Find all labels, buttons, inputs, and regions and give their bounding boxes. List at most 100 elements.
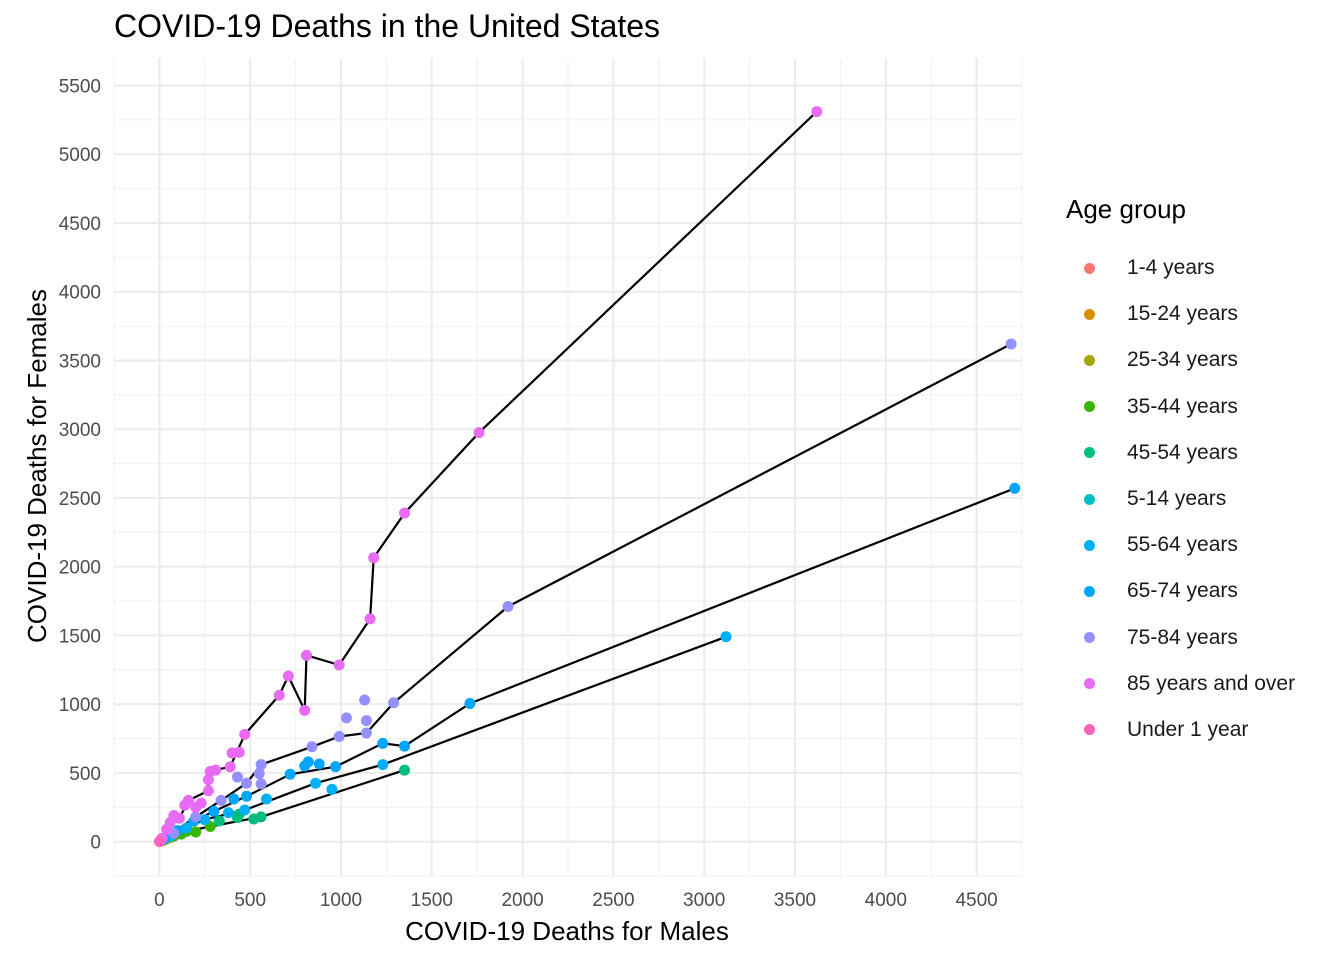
data-point xyxy=(239,728,251,740)
data-point xyxy=(253,768,265,780)
data-point xyxy=(228,793,240,805)
legend-items: 1-4 years 15-24 years 25-34 years 35-44 yea… xyxy=(1066,245,1295,753)
legend-dot-icon xyxy=(1084,632,1095,644)
y-tick-label: 3000 xyxy=(59,420,101,441)
data-point xyxy=(181,822,193,834)
x-tick-label: 0 xyxy=(154,890,165,911)
x-tick-label: 3500 xyxy=(774,890,816,911)
data-point xyxy=(399,764,411,776)
data-point xyxy=(502,601,514,613)
data-point xyxy=(179,799,191,811)
data-point xyxy=(310,777,322,789)
data-point xyxy=(222,807,234,819)
legend-item: 85 years and over xyxy=(1066,661,1295,707)
y-tick-label: 1500 xyxy=(59,626,101,647)
data-point xyxy=(154,835,166,847)
legend-label: 85 years and over xyxy=(1127,671,1296,695)
data-point xyxy=(213,815,225,827)
data-point xyxy=(284,768,296,780)
data-point xyxy=(202,774,214,786)
data-point xyxy=(273,689,285,701)
legend-label: 55-64 years xyxy=(1127,533,1238,557)
data-point xyxy=(326,783,338,795)
data-point xyxy=(202,785,214,797)
data-point xyxy=(239,804,251,816)
legend-item: Under 1 year xyxy=(1066,707,1295,753)
data-point xyxy=(333,659,345,671)
data-points xyxy=(154,106,1021,847)
data-point xyxy=(241,790,253,802)
data-point xyxy=(190,826,202,838)
y-tick-label: 5500 xyxy=(59,76,101,97)
legend-item: 25-34 years xyxy=(1066,337,1295,383)
legend-label: 25-34 years xyxy=(1127,348,1238,372)
data-point xyxy=(473,427,485,439)
x-tick-label: 1500 xyxy=(411,890,453,911)
legend: Age group 1-4 years 15-24 years 25-34 year… xyxy=(1066,194,1295,753)
trend-line xyxy=(158,343,1012,843)
data-point xyxy=(313,758,325,770)
x-tick-label: 4000 xyxy=(865,890,907,911)
data-point xyxy=(261,793,273,805)
legend-dot-icon xyxy=(1084,678,1095,690)
y-tick-label: 2000 xyxy=(59,558,101,579)
data-point xyxy=(464,697,476,709)
data-point xyxy=(399,740,411,752)
data-point xyxy=(360,715,372,727)
data-point xyxy=(190,801,202,813)
y-tick-label: 3500 xyxy=(59,351,101,372)
grid-lines xyxy=(113,58,1023,877)
axis-ticks: 0 500 1000 1500 2000 2500 3000 3500 4000 4500 0 500… xyxy=(59,76,998,911)
legend-dot-icon xyxy=(1084,401,1095,413)
y-tick-label: 5000 xyxy=(59,145,101,166)
data-point xyxy=(299,760,311,772)
legend-dot-icon xyxy=(1084,493,1095,505)
legend-label: Under 1 year xyxy=(1127,717,1249,741)
data-point xyxy=(241,777,253,789)
legend-item: 5-14 years xyxy=(1066,476,1295,522)
data-point xyxy=(330,761,342,773)
y-tick-label: 0 xyxy=(90,833,101,854)
legend-item: 1-4 years xyxy=(1066,245,1295,291)
legend-item: 55-64 years xyxy=(1066,522,1295,568)
legend-dot-icon xyxy=(1084,447,1095,459)
data-point xyxy=(1009,482,1021,494)
legend-dot-icon xyxy=(1084,354,1095,366)
legend-item: 15-24 years xyxy=(1066,291,1295,337)
data-point xyxy=(224,761,236,773)
data-point xyxy=(333,730,345,742)
legend-dot-icon xyxy=(1084,539,1095,551)
x-tick-label: 3000 xyxy=(683,890,725,911)
data-point xyxy=(368,552,380,564)
data-point xyxy=(255,759,267,771)
legend-label: 1-4 years xyxy=(1127,256,1215,280)
data-point xyxy=(364,613,376,625)
data-point xyxy=(359,694,371,706)
data-point xyxy=(720,631,732,643)
data-point xyxy=(340,712,352,724)
legend-label: 5-14 years xyxy=(1127,487,1227,511)
legend-label: 65-74 years xyxy=(1127,579,1238,603)
chart-title: COVID-19 Deaths in the United States xyxy=(114,8,661,44)
trend-line xyxy=(158,110,818,843)
data-point xyxy=(300,649,312,661)
legend-title: Age group xyxy=(1066,194,1186,224)
data-point xyxy=(226,747,238,759)
data-point xyxy=(1005,338,1017,350)
data-point xyxy=(204,766,216,778)
data-point xyxy=(215,794,227,806)
legend-dot-icon xyxy=(1084,724,1095,736)
data-point xyxy=(199,814,211,826)
data-point xyxy=(255,811,267,823)
data-point xyxy=(377,759,389,771)
x-tick-label: 2500 xyxy=(592,890,634,911)
legend-dot-icon xyxy=(1084,585,1095,597)
data-point xyxy=(282,670,294,682)
y-tick-label: 2500 xyxy=(59,489,101,510)
data-point xyxy=(360,727,372,739)
data-point xyxy=(306,741,318,753)
y-axis-title: COVID-19 Deaths for Females xyxy=(22,289,52,643)
data-point xyxy=(388,697,400,709)
x-axis-title: COVID-19 Deaths for Males xyxy=(405,916,729,946)
